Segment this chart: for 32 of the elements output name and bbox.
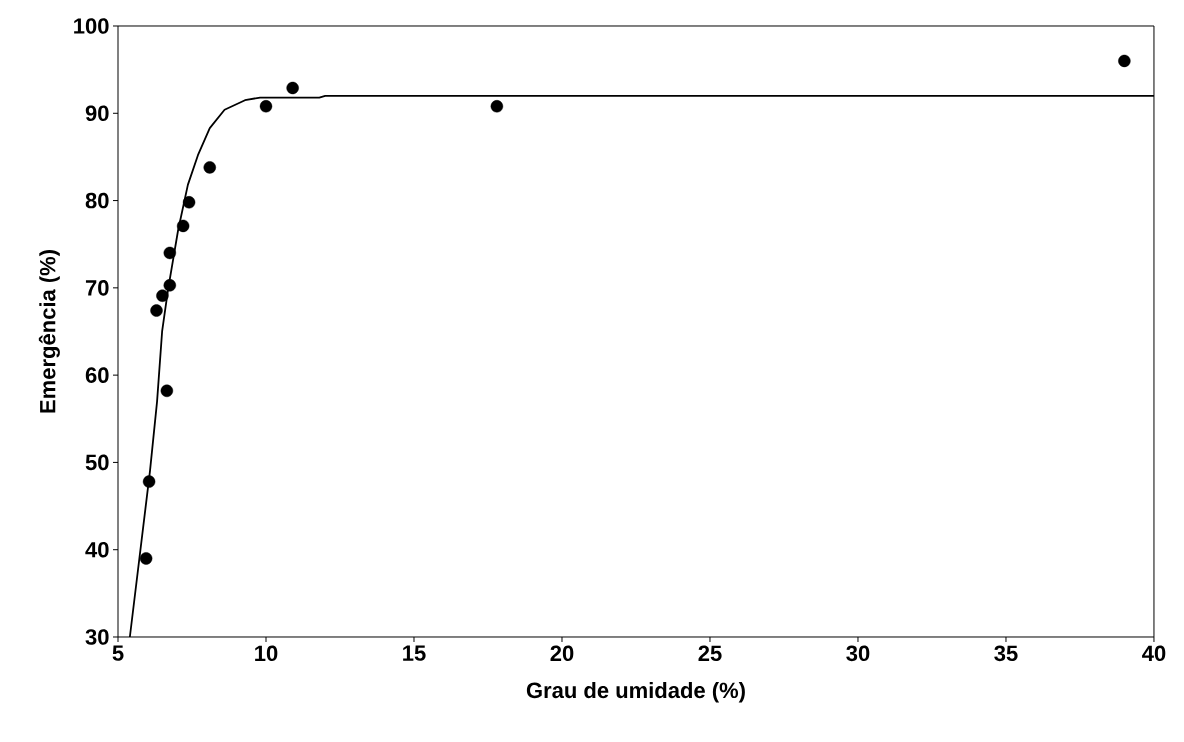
x-tick-label: 40 — [1142, 645, 1166, 662]
x-tick-label: 35 — [994, 645, 1018, 662]
y-axis-title: Emergência (%) — [38, 250, 60, 413]
point — [150, 304, 163, 317]
point — [259, 100, 273, 113]
point — [203, 161, 216, 174]
point — [156, 289, 169, 302]
x-tick-label: 30 — [846, 645, 870, 662]
point — [286, 81, 299, 95]
y-tick-label: 30 — [85, 629, 109, 645]
point — [1118, 54, 1131, 68]
point — [139, 552, 153, 565]
x-tick-label: 10 — [255, 645, 278, 662]
y-tick-label: 90 — [85, 105, 109, 122]
point — [490, 100, 504, 113]
point — [176, 219, 190, 233]
x-tick-label: 5 — [112, 645, 124, 661]
x-tick-label: 25 — [698, 645, 722, 662]
y-tick-label: 50 — [85, 454, 109, 471]
y-tick-label: 60 — [85, 367, 109, 383]
point — [182, 196, 196, 209]
point — [163, 279, 177, 292]
point — [163, 246, 177, 260]
x-tick-label: 20 — [550, 645, 574, 662]
x-axis-title: Grau de umidade (%) — [526, 681, 745, 703]
y-tick-label: 80 — [85, 192, 109, 209]
point — [160, 384, 174, 398]
x-tick-label: 15 — [403, 645, 426, 661]
y-tick-label: 40 — [85, 541, 109, 558]
point — [142, 475, 156, 488]
y-tick-label: 70 — [85, 280, 109, 296]
y-tick-label: 100 — [74, 18, 109, 34]
